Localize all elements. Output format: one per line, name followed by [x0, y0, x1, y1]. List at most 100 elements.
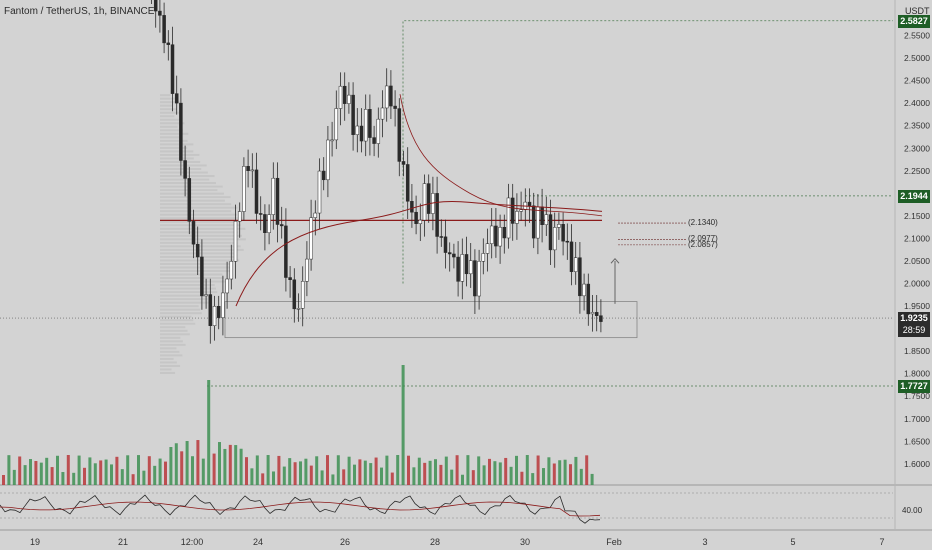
candle-body [389, 85, 393, 107]
candle-body [435, 193, 439, 237]
price-tick-label: 2.0000 [904, 279, 930, 289]
candle-body [229, 261, 234, 280]
candle-body [544, 214, 549, 225]
volume-bar [277, 455, 281, 485]
volume-bar [245, 457, 248, 485]
volume-profile-bar [160, 357, 174, 360]
candle-body [313, 212, 318, 218]
volume-bar [39, 462, 43, 485]
volume-bar [120, 469, 124, 485]
candle-body [368, 109, 372, 138]
candle-body [271, 177, 276, 215]
volume-profile-bar [160, 361, 177, 364]
volume-bar [304, 458, 308, 485]
price-tick-label: 2.5500 [904, 31, 930, 41]
volume-bar [272, 471, 275, 485]
target-label-2: (2.0977) [688, 234, 718, 243]
candle-body [527, 201, 532, 207]
candle-body [153, 0, 158, 12]
volume-bar [299, 461, 302, 485]
volume-profile-bar [160, 104, 173, 107]
volume-profile-bar [160, 175, 215, 178]
volume-profile-bar [160, 347, 177, 350]
volume-profile-bar [160, 136, 182, 139]
candle-body [464, 254, 469, 275]
volume-bar [461, 474, 464, 485]
candle-body [481, 253, 486, 262]
volume-bar [374, 457, 378, 485]
moving-average-line-long [235, 201, 603, 307]
candle-body [263, 214, 267, 233]
volume-profile-bar [160, 231, 238, 234]
volume-bar [315, 456, 319, 485]
volume-bar [396, 455, 400, 485]
candle-body [590, 312, 595, 315]
volume-profile-bar [160, 354, 183, 357]
candle-body [254, 169, 259, 214]
volume-bar [164, 461, 167, 485]
volume-profile-bar [160, 234, 242, 237]
candle-body [363, 109, 368, 142]
volume-bar [185, 441, 189, 485]
candle-body [187, 178, 192, 222]
volume-bar [439, 464, 443, 485]
candle-body [531, 205, 536, 239]
volume-profile-bar [160, 294, 207, 297]
target-label-3: (2.0857) [688, 240, 718, 249]
volume-bar [590, 473, 594, 485]
volume-profile-bar [160, 111, 182, 114]
volume-bar [428, 460, 432, 485]
price-tick-label: 2.3000 [904, 143, 930, 153]
volume-bar [412, 467, 416, 485]
volume-profile-bar [160, 118, 180, 121]
volume-bar [353, 464, 356, 485]
price-tick-label: 2.1000 [904, 233, 930, 243]
volume-bar [212, 453, 216, 485]
symbol-title: Fantom / TetherUS, 1h, BINANCE [4, 6, 155, 17]
volume-profile-bar [160, 241, 238, 244]
candle-body [540, 206, 544, 225]
volume-bar [444, 456, 448, 485]
volume-profile-bar [160, 259, 240, 262]
candle-body [456, 256, 460, 282]
volume-bar [201, 458, 205, 485]
time-tick-label: 7 [879, 537, 884, 547]
volume-bar [153, 465, 157, 485]
volume-bar [50, 467, 54, 485]
indicator-line [0, 494, 601, 524]
candle-body [506, 197, 511, 239]
price-badge-current: 1.9235 [898, 312, 930, 325]
candle-body [296, 308, 301, 310]
volume-bar [72, 472, 76, 485]
candle-body [447, 252, 452, 255]
volume-bar [309, 465, 313, 485]
candle-body [410, 201, 414, 213]
volume-profile-bar [160, 210, 232, 213]
candle-body [195, 243, 200, 258]
volume-bar [536, 455, 540, 485]
candle-body [502, 226, 507, 239]
volume-profile-bar [160, 217, 243, 220]
candle-body [536, 206, 540, 239]
volume-profile-bar [160, 319, 194, 322]
volume-profile-bar [160, 308, 201, 311]
volume-profile-bar [160, 336, 181, 339]
volume-bar [493, 461, 497, 485]
candle-body [397, 108, 402, 162]
volume-profile-bar [160, 146, 188, 149]
volume-profile-bar [160, 291, 218, 294]
volume-profile-bar [160, 280, 226, 283]
volume-bar [34, 461, 38, 485]
price-tick-label: 2.5000 [904, 53, 930, 63]
candle-body [242, 166, 246, 212]
candle-body [573, 257, 578, 272]
candle-body [166, 42, 171, 45]
volume-bar [12, 469, 16, 485]
volume-bar [7, 455, 11, 485]
volume-bar [110, 464, 113, 485]
volume-bar [369, 463, 373, 485]
volume-bar [407, 455, 410, 485]
volume-bar [207, 380, 211, 485]
